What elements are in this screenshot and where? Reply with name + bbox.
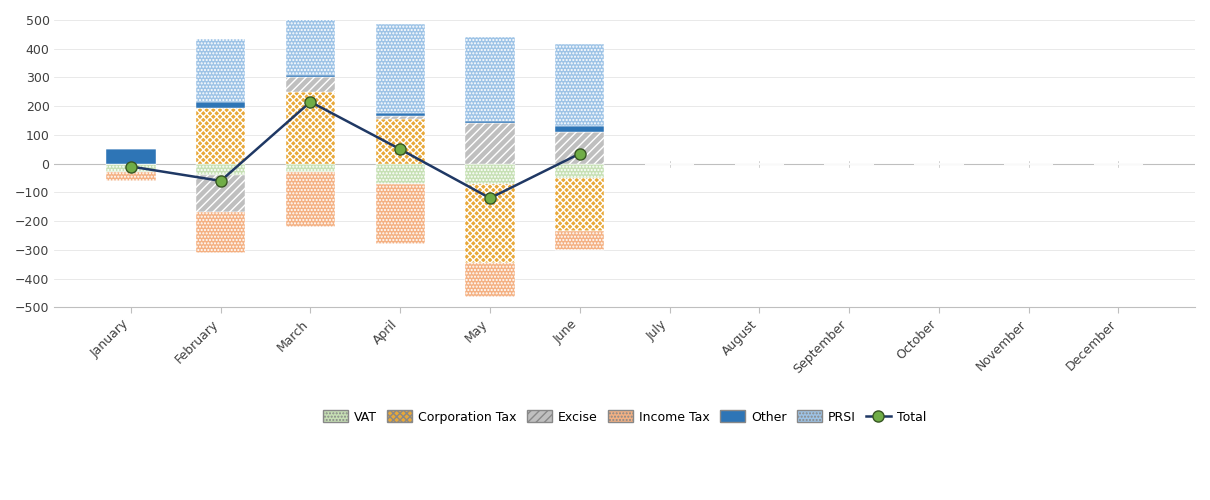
Total <box>123 164 138 170</box>
Bar <box>466 263 514 297</box>
Bar <box>196 38 246 102</box>
Bar <box>286 172 335 227</box>
Bar <box>106 150 156 164</box>
Bar <box>466 37 514 120</box>
Total <box>304 99 318 105</box>
Bar <box>555 44 605 126</box>
Bar <box>286 92 335 164</box>
Bar <box>375 24 425 114</box>
Bar <box>196 102 246 108</box>
Bar <box>375 164 425 184</box>
Bar <box>286 164 335 172</box>
Bar <box>106 164 156 172</box>
Bar <box>286 74 335 78</box>
Line: Total: Total <box>126 96 586 204</box>
Total <box>572 150 587 156</box>
Total <box>393 146 408 152</box>
Bar <box>555 231 605 250</box>
Bar <box>555 164 605 178</box>
Total <box>483 195 497 201</box>
Legend: VAT, Corporation Tax, Excise, Income Tax, Other, PRSI, Total: VAT, Corporation Tax, Excise, Income Tax… <box>318 406 932 428</box>
Bar <box>106 172 156 181</box>
Bar <box>375 116 425 119</box>
Bar <box>375 184 425 244</box>
Bar <box>466 164 514 184</box>
Bar <box>196 175 246 212</box>
Bar <box>196 108 246 164</box>
Bar <box>466 124 514 164</box>
Bar <box>286 0 335 74</box>
Bar <box>466 184 514 263</box>
Bar <box>196 212 246 252</box>
Bar <box>555 178 605 231</box>
Bar <box>375 119 425 164</box>
Bar <box>466 120 514 124</box>
Bar <box>555 126 605 132</box>
Bar <box>375 114 425 116</box>
Bar <box>555 132 605 164</box>
Bar <box>286 78 335 92</box>
Bar <box>196 164 246 175</box>
Total <box>213 178 227 184</box>
